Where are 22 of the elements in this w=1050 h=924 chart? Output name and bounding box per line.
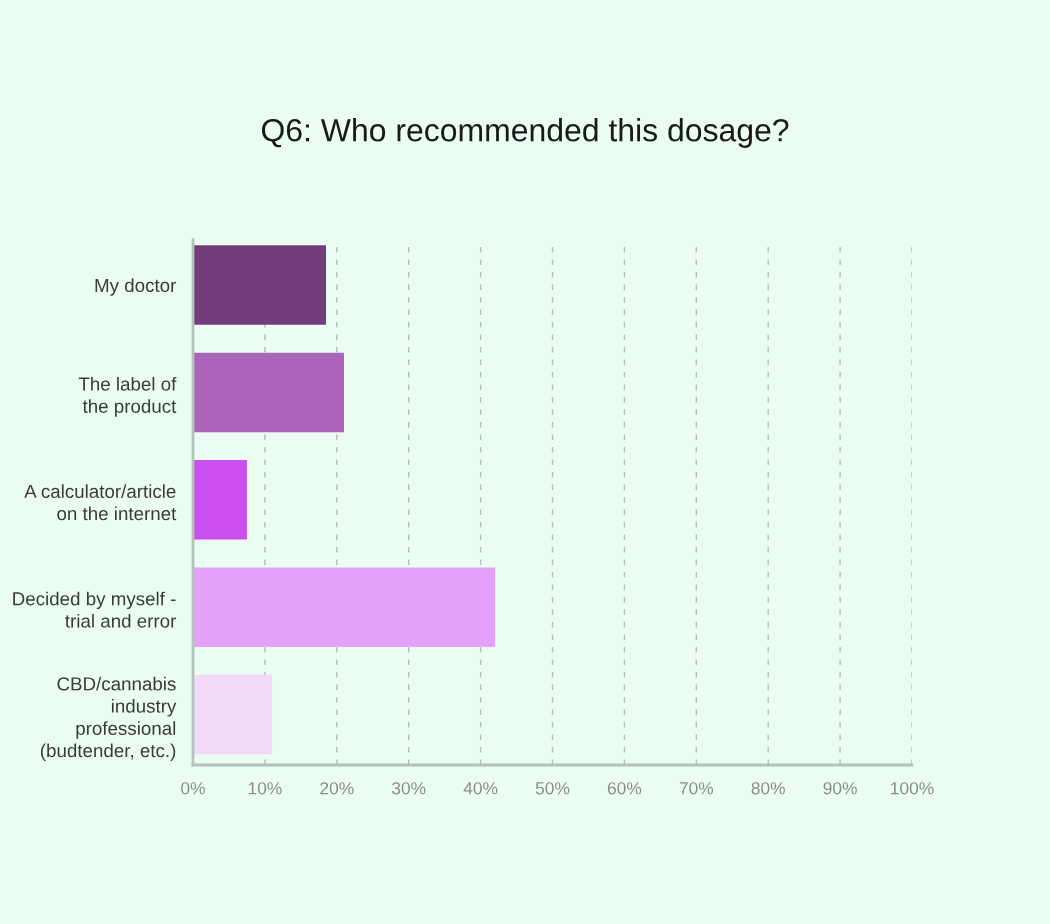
chart-title: Q6: Who recommended this dosage? xyxy=(261,118,789,148)
y-tick-label: The label of the product xyxy=(78,376,177,417)
x-tick-label: 20% xyxy=(320,782,354,795)
bar xyxy=(193,245,327,325)
x-tick-label: 50% xyxy=(535,782,570,795)
y-tick-label: My doctor xyxy=(95,278,177,296)
x-tick-label: 0% xyxy=(181,782,205,795)
bar xyxy=(193,460,247,540)
bar xyxy=(193,352,344,433)
bar xyxy=(193,567,495,647)
x-tick-label: 40% xyxy=(463,782,498,795)
x-tick-label: 30% xyxy=(391,782,426,795)
bar xyxy=(193,674,273,755)
x-tick-label: 80% xyxy=(751,782,785,795)
x-tick-label: 70% xyxy=(679,782,714,795)
x-tick-label: 60% xyxy=(607,782,642,795)
y-tick-label: Decided by myself - trial and error xyxy=(13,591,177,628)
y-tick-label: A calculator/article on the internet xyxy=(24,484,177,521)
x-tick-label: 90% xyxy=(823,782,857,795)
x-tick-label: 100% xyxy=(891,782,934,795)
y-tick-label: CBD/cannabis industry professional (budtender, etc.) xyxy=(40,676,177,761)
x-tick-label: 10% xyxy=(248,782,282,795)
